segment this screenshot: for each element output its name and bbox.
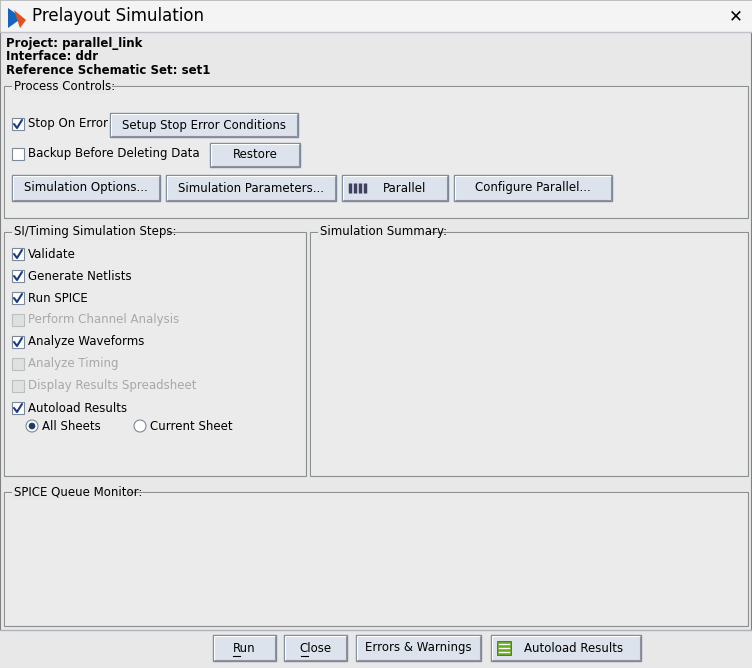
- Circle shape: [26, 420, 38, 432]
- Text: Stop On Error: Stop On Error: [28, 118, 108, 130]
- Bar: [12, 314, 24, 326]
- Text: Autoload Results: Autoload Results: [28, 401, 127, 415]
- Bar: [166, 175, 336, 201]
- Text: Run SPICE: Run SPICE: [28, 291, 88, 305]
- Polygon shape: [14, 10, 26, 28]
- Bar: [5, 87, 747, 217]
- Text: Parallel: Parallel: [384, 182, 426, 194]
- Bar: [0, 630, 752, 668]
- Bar: [12, 118, 24, 130]
- Text: Validate: Validate: [28, 248, 76, 261]
- Text: ✕: ✕: [729, 7, 743, 25]
- Bar: [12, 224, 166, 240]
- Bar: [4, 232, 306, 476]
- Text: Setup Stop Error Conditions: Setup Stop Error Conditions: [122, 118, 286, 132]
- Bar: [12, 380, 24, 392]
- Text: Process Controls:: Process Controls:: [14, 79, 115, 92]
- Bar: [210, 143, 300, 167]
- Bar: [342, 175, 448, 201]
- Bar: [0, 0, 752, 32]
- Text: Project: parallel_link: Project: parallel_link: [6, 37, 142, 51]
- Bar: [12, 358, 24, 370]
- Text: All Sheets: All Sheets: [42, 420, 101, 432]
- Polygon shape: [8, 8, 22, 28]
- Bar: [12, 402, 24, 414]
- Text: Display Results Spreadsheet: Display Results Spreadsheet: [28, 379, 196, 393]
- Text: Errors & Warnings: Errors & Warnings: [365, 641, 472, 655]
- Bar: [454, 175, 612, 201]
- Bar: [5, 233, 305, 475]
- Bar: [12, 484, 128, 500]
- Bar: [310, 232, 748, 476]
- Text: Configure Parallel...: Configure Parallel...: [475, 182, 591, 194]
- Circle shape: [29, 423, 35, 429]
- Bar: [12, 78, 111, 94]
- Bar: [12, 248, 24, 260]
- Text: Simulation Options...: Simulation Options...: [24, 182, 148, 194]
- Bar: [491, 635, 641, 661]
- Text: Simulation Parameters...: Simulation Parameters...: [178, 182, 324, 194]
- Bar: [213, 635, 276, 661]
- Text: Current Sheet: Current Sheet: [150, 420, 232, 432]
- Text: Close: Close: [299, 641, 332, 655]
- Text: Reference Schematic Set: set1: Reference Schematic Set: set1: [6, 63, 211, 77]
- Text: Analyze Waveforms: Analyze Waveforms: [28, 335, 144, 349]
- Text: Generate Netlists: Generate Netlists: [28, 269, 132, 283]
- Bar: [4, 86, 748, 218]
- Bar: [284, 635, 347, 661]
- Bar: [318, 224, 429, 240]
- Bar: [497, 641, 511, 655]
- Bar: [5, 493, 747, 625]
- Text: Prelayout Simulation: Prelayout Simulation: [32, 7, 204, 25]
- Text: Perform Channel Analysis: Perform Channel Analysis: [28, 313, 179, 327]
- Text: Run: Run: [233, 641, 256, 655]
- Text: SPICE Queue Monitor:: SPICE Queue Monitor:: [14, 486, 142, 498]
- Text: Backup Before Deleting Data: Backup Before Deleting Data: [28, 148, 199, 160]
- Bar: [12, 175, 160, 201]
- Bar: [110, 113, 298, 137]
- Text: Interface: ddr: Interface: ddr: [6, 51, 98, 63]
- Circle shape: [134, 420, 146, 432]
- Text: Autoload Results: Autoload Results: [524, 641, 623, 655]
- Text: SI/Timing Simulation Steps:: SI/Timing Simulation Steps:: [14, 226, 177, 238]
- Bar: [12, 292, 24, 304]
- Bar: [4, 492, 748, 626]
- Bar: [12, 270, 24, 282]
- Bar: [356, 635, 481, 661]
- Bar: [311, 233, 747, 475]
- Text: Analyze Timing: Analyze Timing: [28, 357, 119, 371]
- Text: Simulation Summary:: Simulation Summary:: [320, 226, 447, 238]
- Bar: [12, 148, 24, 160]
- Bar: [12, 336, 24, 348]
- Text: Restore: Restore: [232, 148, 277, 162]
